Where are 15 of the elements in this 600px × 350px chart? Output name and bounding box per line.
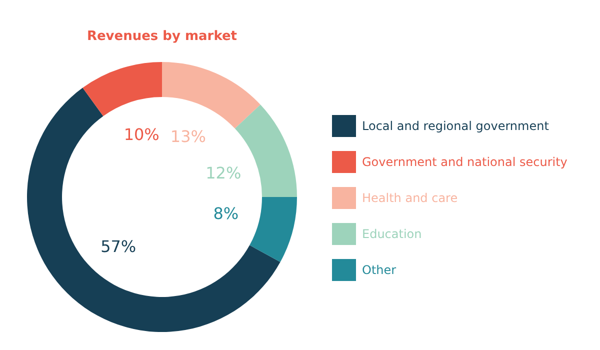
legend-label: Health and care [362,191,458,206]
donut-slice [250,197,297,262]
data-label: 57% [100,237,136,256]
legend-label: Local and regional government [362,119,550,134]
legend-label: Other [362,263,396,278]
donut-slice [82,62,162,116]
data-label: 10% [124,124,160,144]
data-label: 13% [170,127,206,146]
donut-slice [27,88,280,332]
donut-slice [162,62,260,129]
chart-title: Revenues by market [86,29,238,44]
legend-label: Education [362,227,422,242]
data-label: 8% [213,204,239,224]
legend-label: Government and national security [362,155,568,170]
data-label: 12% [206,163,242,182]
